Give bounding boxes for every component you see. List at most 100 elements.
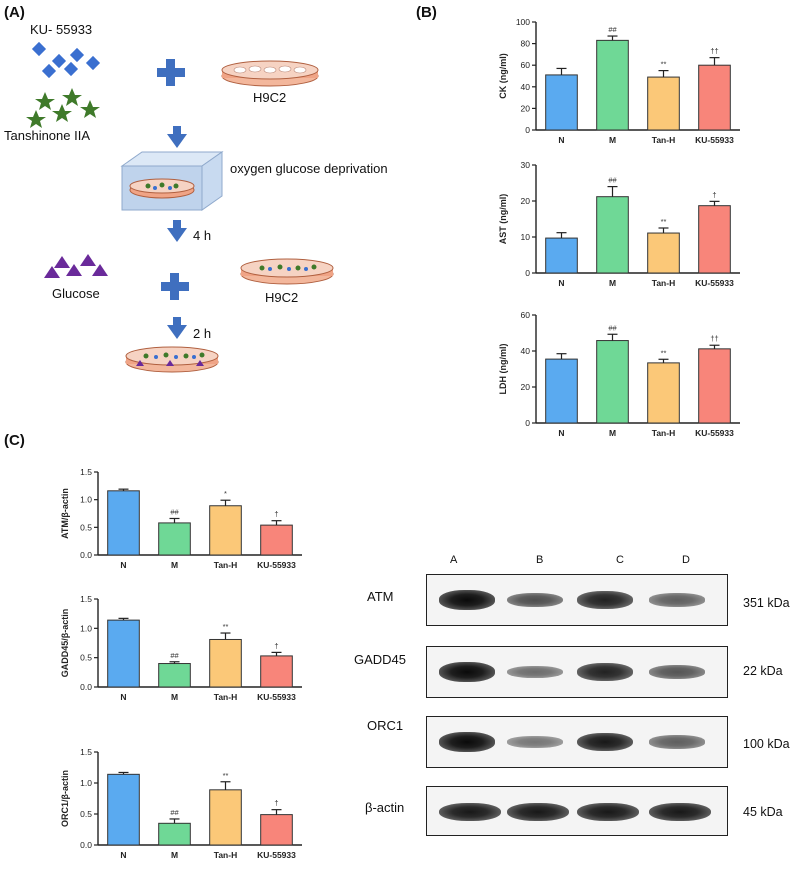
lane-label: A [450, 554, 458, 566]
x-tick-label: M [609, 278, 616, 288]
x-tick-label: M [609, 428, 616, 438]
y-tick-label: 0.0 [80, 682, 92, 692]
x-tick-label: M [171, 560, 178, 570]
significance-mark: †† [710, 334, 718, 343]
molecular-weight-orc1: 100 kDa [743, 737, 790, 751]
x-tick-label: Tan-H [214, 850, 237, 860]
ldh-bar-chart: 0 20 40 60 LDH (ng/ml) N ## M ** Tan-H †† KU-55933 [498, 310, 740, 438]
y-axis-label: AST (ng/ml) [498, 194, 508, 245]
panel-label-c: (C) [4, 432, 25, 449]
blot-band [577, 662, 633, 682]
cell-dish-icon [240, 258, 334, 285]
blot-strip-atm [426, 574, 728, 626]
y-tick-label: 40 [521, 346, 531, 356]
down-arrow-icon [167, 220, 187, 242]
bar [545, 237, 578, 274]
bar [647, 362, 680, 424]
y-axis-label: LDH (ng/ml) [498, 344, 508, 395]
x-tick-label: M [609, 135, 616, 145]
protein-label-atm: ATM [367, 589, 394, 604]
bar [596, 340, 629, 424]
bar [698, 64, 731, 131]
down-arrow-icon [167, 126, 187, 148]
y-tick-label: 80 [521, 39, 531, 49]
x-tick-label: KU-55933 [257, 692, 296, 702]
x-tick-label: M [171, 692, 178, 702]
significance-mark: ** [661, 348, 667, 357]
bar [545, 74, 578, 131]
cell-dish-icon [125, 346, 219, 373]
y-tick-label: 60 [521, 310, 531, 320]
molecular-weight-beta-actin: 45 kDa [743, 805, 783, 819]
panel-label-b: (B) [416, 4, 437, 21]
x-tick-label: N [558, 135, 564, 145]
bar [698, 348, 731, 424]
bar [545, 358, 578, 424]
bar [107, 490, 140, 556]
x-tick-label: N [120, 692, 126, 702]
protein-label-gadd45: GADD45 [354, 652, 407, 667]
treatment-label: oxygen glucose deprivation [230, 161, 388, 176]
y-axis-label: GADD45/β-actin [60, 609, 70, 678]
scheme-graphic [26, 41, 334, 373]
x-tick-label: KU-55933 [695, 135, 734, 145]
significance-mark: † [712, 190, 716, 199]
bar [107, 773, 140, 846]
significance-mark: ## [608, 323, 617, 332]
lane-label: B [536, 554, 544, 566]
y-axis-label: ORC1/β-actin [60, 770, 70, 827]
blot-band [439, 590, 495, 610]
panel-label-a: (A) [4, 4, 25, 21]
x-tick-label: N [558, 278, 564, 288]
y-tick-label: 0.5 [80, 809, 92, 819]
molecular-weight-atm: 351 kDa [743, 596, 790, 610]
bar [260, 524, 293, 556]
x-tick-label: KU-55933 [695, 428, 734, 438]
y-tick-label: 1.5 [80, 467, 92, 477]
y-tick-label: 10 [521, 232, 531, 242]
blot-band [439, 662, 495, 682]
cell-dish-icon [221, 60, 319, 87]
x-tick-label: Tan-H [214, 692, 237, 702]
x-tick-label: M [171, 850, 178, 860]
protein-label-beta-actin: β-actin [365, 800, 405, 815]
significance-mark: * [224, 489, 227, 498]
x-tick-label: Tan-H [214, 560, 237, 570]
significance-mark: † [274, 799, 278, 808]
blot-band [507, 592, 563, 608]
compound-label: Tanshinone IIA [4, 128, 91, 143]
down-arrow-icon [167, 317, 187, 339]
blot-strip-gadd45 [426, 646, 728, 698]
bar [107, 619, 140, 688]
blot-band [507, 665, 563, 679]
significance-mark: ** [661, 217, 667, 226]
blot-band [439, 732, 495, 752]
blot-band [439, 802, 501, 822]
bar [158, 663, 191, 688]
y-tick-label: 40 [521, 82, 531, 92]
y-tick-label: 20 [521, 196, 531, 206]
x-tick-label: N [120, 560, 126, 570]
x-tick-label: Tan-H [652, 135, 675, 145]
blot-band [577, 802, 639, 822]
ck-bar-chart: 0 20 40 60 80 100 CK (ng/ml) N ## M ** Tan-H †† KU-55… [498, 17, 740, 145]
bar [596, 196, 629, 274]
time-label-1: 4 h [193, 228, 212, 243]
x-tick-label: N [558, 428, 564, 438]
significance-mark: † [274, 641, 278, 650]
x-tick-label: Tan-H [652, 428, 675, 438]
y-tick-label: 30 [521, 160, 531, 170]
y-tick-label: 100 [516, 17, 530, 27]
bar [260, 655, 293, 688]
bar [209, 638, 242, 688]
cell-line-label: H9C2 [253, 90, 287, 105]
blot-band [649, 802, 711, 822]
plus-icon [161, 273, 189, 300]
bar [209, 505, 242, 556]
y-tick-label: 0 [525, 125, 530, 135]
y-tick-label: 1.5 [80, 747, 92, 757]
experiment-scheme: KU- 55933 Tanshinone IIA H9C2 oxygen glu… [0, 0, 410, 420]
glucose-triangles [44, 254, 108, 278]
significance-mark: † [274, 510, 278, 519]
blot-band [577, 590, 633, 610]
